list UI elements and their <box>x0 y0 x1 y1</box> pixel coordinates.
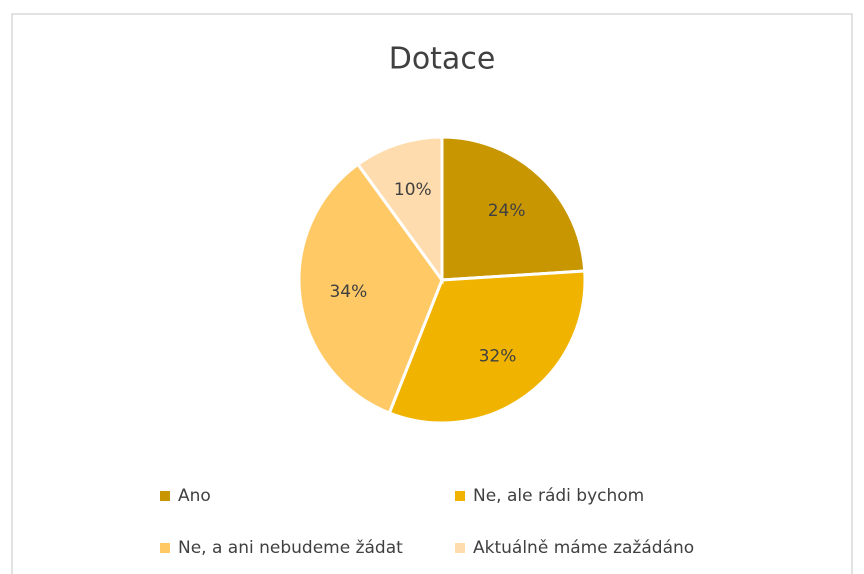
legend-label: Ne, ale rádi bychom <box>473 486 644 506</box>
pie-slice <box>440 135 587 282</box>
pie-slice <box>387 269 587 425</box>
legend-marker <box>160 491 170 501</box>
legend-marker <box>455 543 465 553</box>
pie-slice <box>297 162 444 415</box>
legend-label: Ano <box>178 486 211 506</box>
chart-title: Dotace <box>389 42 496 77</box>
data-label: 32% <box>479 346 517 366</box>
data-label: 34% <box>329 282 367 302</box>
legend-label: Ne, a ani nebudeme žádat <box>178 538 403 558</box>
data-label: 24% <box>488 201 526 221</box>
legend-marker <box>160 543 170 553</box>
legend-marker <box>455 491 465 501</box>
legend-label: Aktuálně máme zažádáno <box>473 538 694 558</box>
pie-slice <box>355 135 444 285</box>
data-label: 10% <box>394 180 432 200</box>
